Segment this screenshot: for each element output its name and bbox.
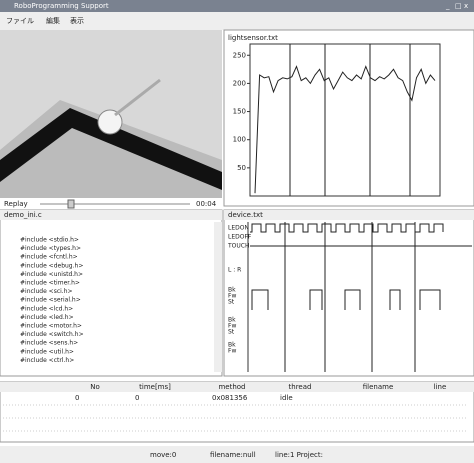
signal-label: L : R <box>228 267 241 274</box>
table-cell[interactable]: 0 <box>75 394 79 402</box>
table-cell[interactable]: 0 <box>135 394 139 402</box>
table-header-cell: filename <box>363 383 394 391</box>
code-line: #include <fcntl.h> <box>20 254 78 261</box>
code-line: #include <unistd.h> <box>20 271 83 278</box>
signal-label: Fw <box>228 348 236 355</box>
code-line: #include <timer.h> <box>20 280 80 287</box>
editor-scrollbar[interactable] <box>214 222 222 372</box>
table-header-cell: No <box>90 383 100 391</box>
table-cell[interactable]: 0x081356 <box>212 394 248 402</box>
menu-item[interactable]: ファイル <box>6 17 34 25</box>
status-item: line:1 Project: <box>275 451 323 459</box>
y-tick-label: 200 <box>233 79 246 87</box>
y-tick-label: 100 <box>233 136 246 144</box>
status-item: filename:null <box>210 451 256 459</box>
menu-item[interactable]: 表示 <box>70 16 84 25</box>
table-header-cell: time[ms] <box>139 383 171 391</box>
signal-label: TOUCH <box>227 243 249 250</box>
device-title[interactable]: device.txt <box>228 211 263 219</box>
code-line: #include <sens.h> <box>20 340 78 347</box>
status-item: move:0 <box>150 451 176 459</box>
code-line: #include <util.h> <box>20 348 74 355</box>
y-tick-label: 250 <box>233 51 246 59</box>
code-line: #include <motor.h> <box>20 323 82 330</box>
light-panel <box>224 30 474 206</box>
code-line: #include <debug.h> <box>20 262 83 269</box>
y-tick-label: 150 <box>233 108 246 116</box>
code-line: #include <serial.h> <box>20 297 81 304</box>
code-line: #include <stdio.h> <box>20 237 79 244</box>
app-window: RoboProgramming Support Replay 00:04 lig… <box>0 0 474 463</box>
y-tick-label: 50 <box>237 164 246 172</box>
code-line: #include <led.h> <box>20 314 74 321</box>
replay-time: 00:04 <box>196 200 217 208</box>
window-button[interactable]: _ <box>445 2 450 10</box>
light-panel-title: lightsensor.txt <box>228 34 278 42</box>
window-button[interactable]: □ <box>455 2 462 10</box>
editor-title[interactable]: demo_ini.c <box>4 211 42 219</box>
signal-label: St <box>228 329 235 336</box>
code-line: #include <sci.h> <box>20 288 73 295</box>
table-header-cell: thread <box>289 383 312 391</box>
window-button[interactable]: x <box>464 2 468 10</box>
table-header-cell: line <box>434 383 447 391</box>
window-title: RoboProgramming Support <box>14 2 109 10</box>
table-header-cell: method <box>218 383 245 391</box>
device-panel <box>224 210 474 376</box>
slider-thumb[interactable] <box>68 200 74 208</box>
table-cell[interactable]: idle <box>280 394 293 402</box>
signal-label: LEDON <box>228 225 249 232</box>
code-line: #include <lcd.h> <box>20 305 73 312</box>
replay-label: Replay <box>4 200 28 208</box>
code-line: #include <switch.h> <box>20 331 84 338</box>
code-line: #include <ctrl.h> <box>20 357 74 364</box>
menu-item[interactable]: 編集 <box>46 16 60 25</box>
code-line: #include <types.h> <box>20 245 81 252</box>
signal-label: St <box>228 299 235 306</box>
